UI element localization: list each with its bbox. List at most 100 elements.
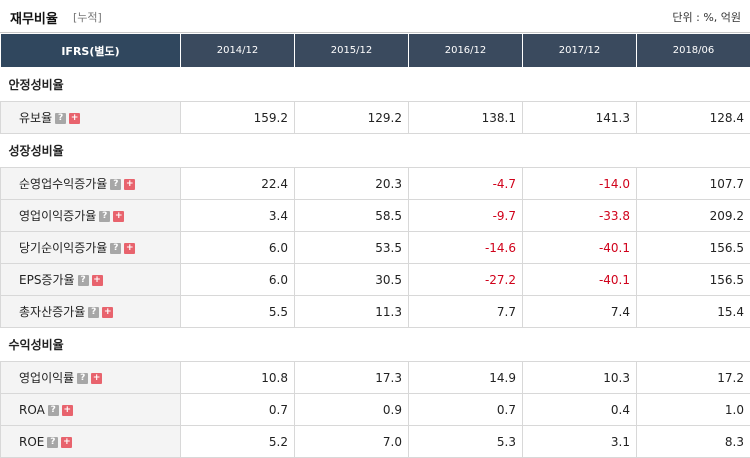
value-cell: 159.2 <box>181 102 295 134</box>
value-cell: 7.7 <box>409 296 523 328</box>
value-cell: 138.1 <box>409 102 523 134</box>
value-cell: 156.5 <box>637 264 750 296</box>
row-label-cell: ROA?+ <box>1 394 181 426</box>
value-cell: -40.1 <box>523 264 637 296</box>
panel-header: 재무비율 [누적] 단위 : %, 억원 <box>0 0 750 33</box>
row-label: 유보율 <box>19 111 52 125</box>
value-cell: 17.3 <box>295 362 409 394</box>
value-cell: -14.6 <box>409 232 523 264</box>
value-cell: 0.9 <box>295 394 409 426</box>
value-cell: 58.5 <box>295 200 409 232</box>
value-cell: 0.4 <box>523 394 637 426</box>
value-cell: 53.5 <box>295 232 409 264</box>
value-cell: 209.2 <box>637 200 750 232</box>
section-header-row: 안정성비율 <box>1 68 750 102</box>
header-period: 2018/06 <box>637 34 750 68</box>
value-cell: 5.2 <box>181 426 295 458</box>
value-cell: 7.4 <box>523 296 637 328</box>
help-icon[interactable]: ? <box>110 179 121 190</box>
header-period: 2015/12 <box>295 34 409 68</box>
help-icon[interactable]: ? <box>48 405 59 416</box>
value-cell: 141.3 <box>523 102 637 134</box>
value-cell: 6.0 <box>181 232 295 264</box>
help-icon[interactable]: ? <box>88 307 99 318</box>
row-label: EPS증가율 <box>19 273 75 287</box>
value-cell: -27.2 <box>409 264 523 296</box>
value-cell: 128.4 <box>637 102 750 134</box>
expand-icon[interactable]: + <box>124 179 135 190</box>
row-label-cell: 영업이익률?+ <box>1 362 181 394</box>
value-cell: -4.7 <box>409 168 523 200</box>
expand-icon[interactable]: + <box>92 275 103 286</box>
row-label: ROA <box>19 403 45 417</box>
value-cell: 3.1 <box>523 426 637 458</box>
row-label: 영업이익증가율 <box>19 209 96 223</box>
value-cell: 0.7 <box>181 394 295 426</box>
value-cell: 17.2 <box>637 362 750 394</box>
financial-ratio-table: IFRS(별도) 2014/12 2015/12 2016/12 2017/12… <box>0 33 750 458</box>
expand-icon[interactable]: + <box>113 211 124 222</box>
value-cell: 22.4 <box>181 168 295 200</box>
header-row: IFRS(별도) 2014/12 2015/12 2016/12 2017/12… <box>1 34 750 68</box>
row-label-cell: 순영업수익증가율?+ <box>1 168 181 200</box>
section-header-row: 성장성비율 <box>1 134 750 168</box>
row-label-cell: EPS증가율?+ <box>1 264 181 296</box>
value-cell: 5.3 <box>409 426 523 458</box>
section-title: 성장성비율 <box>1 134 750 168</box>
unit-label: 단위 : %, 억원 <box>672 9 741 25</box>
expand-icon[interactable]: + <box>102 307 113 318</box>
panel-subtitle: [누적] <box>73 9 102 25</box>
value-cell: 5.5 <box>181 296 295 328</box>
value-cell: 7.0 <box>295 426 409 458</box>
header-period: 2016/12 <box>409 34 523 68</box>
value-cell: 15.4 <box>637 296 750 328</box>
value-cell: 20.3 <box>295 168 409 200</box>
expand-icon[interactable]: + <box>124 243 135 254</box>
row-label-cell: 영업이익증가율?+ <box>1 200 181 232</box>
value-cell: 6.0 <box>181 264 295 296</box>
section-header-row: 수익성비율 <box>1 328 750 362</box>
help-icon[interactable]: ? <box>78 275 89 286</box>
value-cell: -33.8 <box>523 200 637 232</box>
expand-icon[interactable]: + <box>69 113 80 124</box>
row-label: 당기순이익증가율 <box>19 241 107 255</box>
value-cell: 107.7 <box>637 168 750 200</box>
expand-icon[interactable]: + <box>61 437 72 448</box>
panel-title: 재무비율 <box>10 8 58 27</box>
value-cell: 30.5 <box>295 264 409 296</box>
row-label-cell: 총자산증가율?+ <box>1 296 181 328</box>
section-title: 수익성비율 <box>1 328 750 362</box>
value-cell: 11.3 <box>295 296 409 328</box>
help-icon[interactable]: ? <box>47 437 58 448</box>
row-label-cell: 유보율?+ <box>1 102 181 134</box>
help-icon[interactable]: ? <box>77 373 88 384</box>
header-period: 2017/12 <box>523 34 637 68</box>
value-cell: 10.8 <box>181 362 295 394</box>
row-label: 영업이익률 <box>19 371 74 385</box>
row-label: ROE <box>19 435 44 449</box>
value-cell: 156.5 <box>637 232 750 264</box>
help-icon[interactable]: ? <box>110 243 121 254</box>
help-icon[interactable]: ? <box>99 211 110 222</box>
section-title: 안정성비율 <box>1 68 750 102</box>
value-cell: 8.3 <box>637 426 750 458</box>
value-cell: 3.4 <box>181 200 295 232</box>
value-cell: -14.0 <box>523 168 637 200</box>
expand-icon[interactable]: + <box>62 405 73 416</box>
row-label: 순영업수익증가율 <box>19 177 107 191</box>
row-label-cell: 당기순이익증가율?+ <box>1 232 181 264</box>
value-cell: 1.0 <box>637 394 750 426</box>
value-cell: 14.9 <box>409 362 523 394</box>
help-icon[interactable]: ? <box>55 113 66 124</box>
expand-icon[interactable]: + <box>91 373 102 384</box>
